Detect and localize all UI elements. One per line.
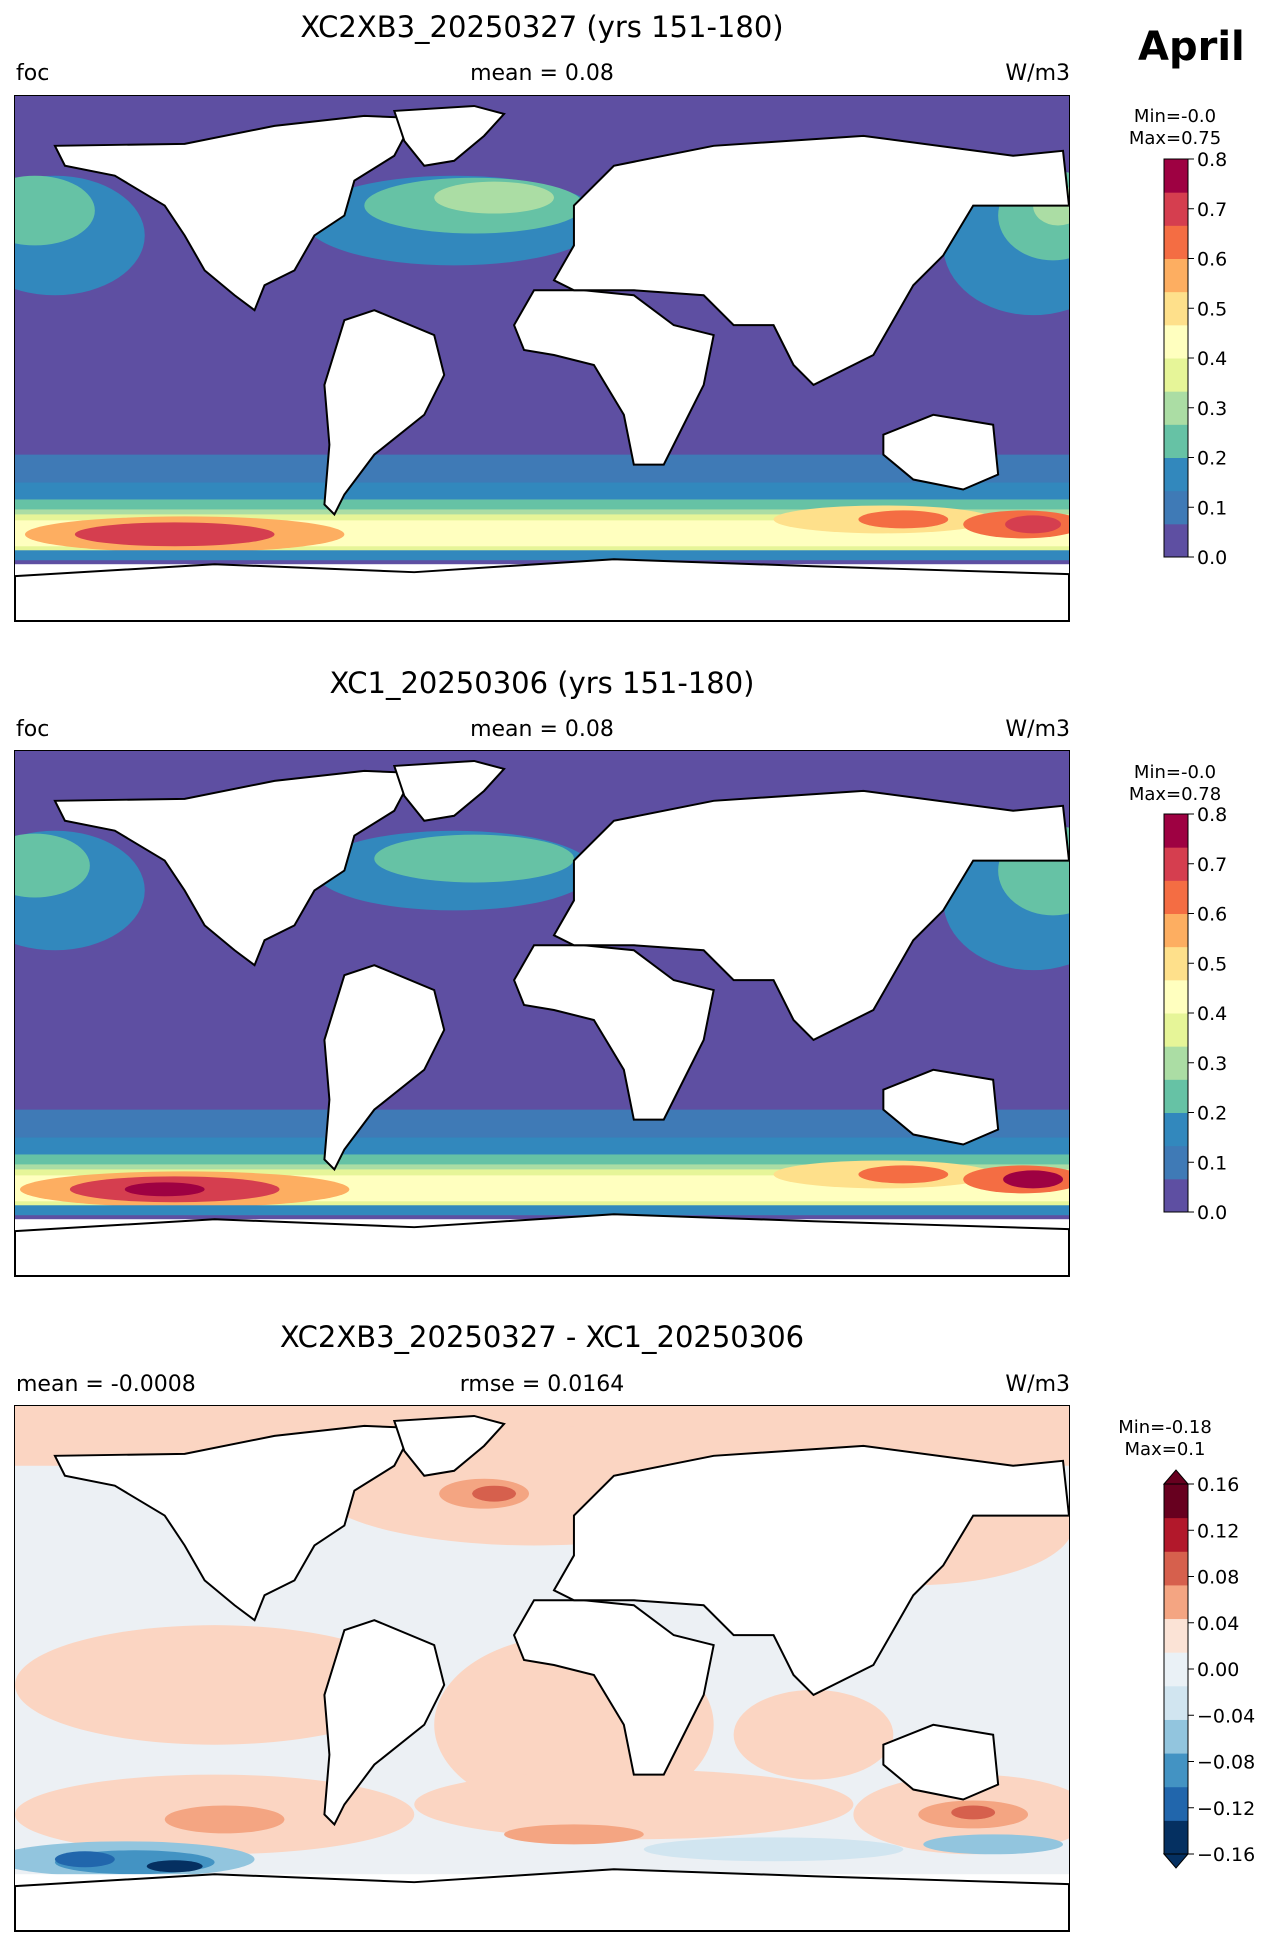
panel-1-colorbar: 0.0 0.1 0.2 0.3 0.4 0.5 0.6 0.7 0.8 — [1163, 149, 1227, 569]
colorbar-segment — [1164, 258, 1188, 293]
colorbar-segment — [1164, 1517, 1188, 1552]
colorbar-tick-label: −0.08 — [1197, 1752, 1255, 1774]
colorbar-tick-label: 0.0 — [1197, 547, 1227, 569]
panel-3-mean-label: mean = -0.0008 — [16, 1372, 196, 1397]
panel-3-map-plot — [15, 1406, 1069, 1931]
colorbar-segment — [1164, 490, 1188, 525]
panel-2-colorbar: 0.0 0.1 0.2 0.3 0.4 0.5 0.6 0.7 0.8 — [1163, 804, 1227, 1224]
colorbar-segment — [1164, 1178, 1188, 1213]
panel-1-units-label: W/m3 — [1005, 61, 1070, 86]
colorbar-segment — [1164, 1013, 1188, 1047]
colorbar-tick-label: 0.4 — [1197, 348, 1227, 370]
colorbar-tick-label: 0.7 — [1197, 854, 1227, 876]
colorbar-tick-label: 0.00 — [1197, 1659, 1239, 1681]
colorbar-segment — [1164, 946, 1188, 981]
colorbar-tick-label: −0.04 — [1197, 1705, 1255, 1727]
colorbar-tick-label: 0.6 — [1197, 904, 1227, 926]
colorbar-tick-label: −0.12 — [1197, 1798, 1255, 1820]
colorbar-extend-max — [1162, 1469, 1190, 1485]
panel-3-min-label: Min=-0.18 — [1118, 1417, 1212, 1438]
panel-1-max-label: Max=0.75 — [1128, 128, 1222, 149]
colorbar-tick-label: 0.2 — [1197, 1103, 1227, 1125]
colorbar-segment — [1164, 1551, 1188, 1586]
panel-1-map-plot — [15, 96, 1069, 621]
colorbar-tick-label: 0.5 — [1197, 953, 1227, 975]
colorbar-segment — [1164, 814, 1188, 848]
colorbar-extend-min — [1162, 1853, 1190, 1869]
colorbar-tick-label: 0.3 — [1197, 398, 1227, 420]
panel-3-units-label: W/m3 — [1005, 1372, 1070, 1397]
colorbar-segment — [1164, 358, 1188, 392]
colorbar-tick-label: 0.3 — [1197, 1053, 1227, 1075]
colorbar-segment — [1164, 457, 1188, 492]
colorbar-segment — [1164, 324, 1188, 359]
colorbar-tick-label: −0.16 — [1197, 1844, 1255, 1866]
colorbar-segment — [1164, 847, 1188, 881]
panel-1-min-label: Min=-0.0 — [1133, 106, 1217, 127]
colorbar-segment — [1164, 424, 1188, 458]
month-label: April — [1138, 24, 1245, 70]
colorbar-tick-label: 0.1 — [1197, 1152, 1227, 1174]
panel-2-colorbar-graphic: 0.0 0.1 0.2 0.3 0.4 0.5 0.6 0.7 0.8 — [1163, 804, 1227, 1224]
panel-2-max-label: Max=0.78 — [1128, 784, 1222, 805]
colorbar-tick-label: 0.2 — [1197, 448, 1227, 470]
colorbar-tick-label: 0.4 — [1197, 1003, 1227, 1025]
colorbar-tick-label: 0.04 — [1197, 1613, 1239, 1635]
colorbar-tick-label: 0.16 — [1197, 1474, 1239, 1496]
colorbar-segment — [1164, 159, 1188, 193]
colorbar-segment — [1164, 1685, 1188, 1720]
colorbar-segment — [1164, 1046, 1188, 1080]
colorbar-tick-label: 0.0 — [1197, 1202, 1227, 1224]
panel-3-max-label: Max=0.1 — [1124, 1439, 1206, 1460]
panel-2-title: XC1_20250306 (yrs 151-180) — [329, 666, 755, 700]
panel-2-map — [14, 750, 1070, 1277]
panel-2-units-label: W/m3 — [1005, 717, 1070, 742]
panel-3-title: XC2XB3_20250327 - XC1_20250306 — [279, 1320, 805, 1354]
colorbar-segment — [1164, 225, 1188, 259]
panel-1-variable-label: foc — [16, 61, 50, 86]
panel-2-variable-label: foc — [16, 717, 50, 742]
colorbar-segment — [1164, 1820, 1188, 1855]
colorbar-segment — [1164, 1786, 1188, 1821]
colorbar-segment — [1164, 1652, 1188, 1687]
colorbar-segment — [1164, 1584, 1188, 1620]
colorbar-segment — [1164, 291, 1188, 326]
panel-1-title: XC2XB3_20250327 (yrs 151-180) — [300, 10, 784, 44]
colorbar-segment — [1164, 913, 1188, 948]
colorbar-segment — [1164, 1484, 1188, 1519]
panel-2-mean-label: mean = 0.08 — [470, 717, 614, 742]
panel-3-map — [14, 1405, 1070, 1932]
panel-1-map — [14, 95, 1070, 622]
colorbar-segment — [1164, 1618, 1188, 1653]
colorbar-tick-label: 0.8 — [1197, 149, 1227, 171]
colorbar-tick-label: 0.8 — [1197, 804, 1227, 826]
panel-3-rmse-label: rmse = 0.0164 — [459, 1372, 625, 1397]
colorbar-tick-label: 0.12 — [1197, 1520, 1239, 1542]
panel-2-map-plot — [15, 751, 1069, 1276]
colorbar-segment — [1164, 1079, 1188, 1113]
colorbar-segment — [1164, 979, 1188, 1014]
colorbar-tick-label: 0.5 — [1197, 298, 1227, 320]
colorbar-segment — [1164, 880, 1188, 914]
colorbar-segment — [1164, 391, 1188, 425]
colorbar-segment — [1164, 1753, 1188, 1788]
panel-1-mean-label: mean = 0.08 — [470, 61, 614, 86]
colorbar-tick-label: 0.08 — [1197, 1567, 1239, 1589]
colorbar-segment — [1164, 192, 1188, 226]
panel-1-colorbar-graphic: 0.0 0.1 0.2 0.3 0.4 0.5 0.6 0.7 0.8 — [1163, 149, 1227, 569]
colorbar-segment — [1164, 1719, 1188, 1754]
colorbar-segment — [1164, 523, 1188, 558]
colorbar-tick-label: 0.7 — [1197, 199, 1227, 221]
colorbar-tick-label: 0.1 — [1197, 497, 1227, 519]
panel-3-colorbar-graphic: −0.16 −0.12 −0.08 −0.04 0.00 0.04 0.08 0.12 0.16 — [1162, 1469, 1255, 1869]
colorbar-segment — [1164, 1112, 1188, 1147]
colorbar-segment — [1164, 1145, 1188, 1180]
colorbar-tick-label: 0.6 — [1197, 249, 1227, 271]
panel-3-colorbar: −0.16 −0.12 −0.08 −0.04 0.00 0.04 0.08 0.12 0.16 — [1162, 1469, 1255, 1869]
panel-2-min-label: Min=-0.0 — [1133, 762, 1217, 783]
